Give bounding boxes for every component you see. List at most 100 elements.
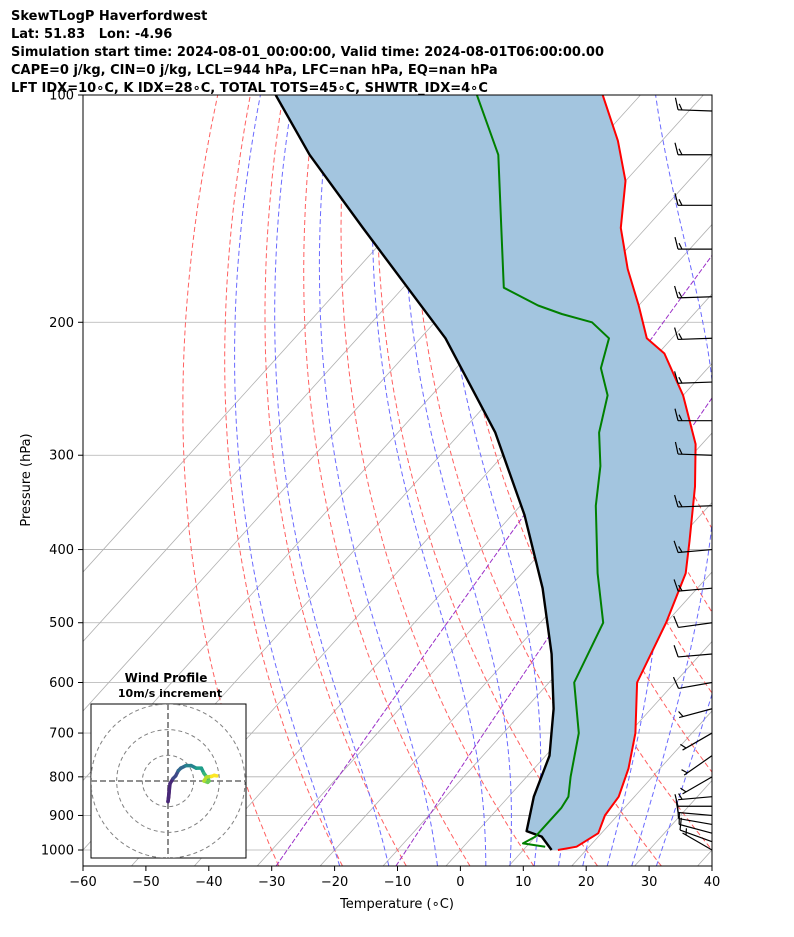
x-tick-label-30: 30 bbox=[641, 875, 658, 890]
barb-staff bbox=[678, 817, 713, 826]
dewpoint-line bbox=[475, 95, 610, 848]
x-tick-label--40: −40 bbox=[195, 875, 222, 890]
barb-staff bbox=[683, 755, 713, 776]
parcel-path-line bbox=[274, 95, 555, 851]
barb-full bbox=[674, 327, 679, 340]
barb-staff bbox=[677, 337, 713, 341]
barb-half bbox=[678, 242, 683, 250]
wind-barb-850 bbox=[678, 793, 713, 801]
x-tick-label--60: −60 bbox=[69, 875, 96, 890]
barb-staff bbox=[678, 548, 713, 554]
barb-half bbox=[681, 769, 688, 774]
barb-half bbox=[680, 787, 687, 793]
barb-staff bbox=[678, 811, 713, 817]
barb-full bbox=[673, 540, 679, 553]
barb-half bbox=[678, 333, 683, 340]
barb-full bbox=[673, 645, 679, 658]
dry-adiabat--20 bbox=[224, 95, 343, 866]
stability-indices: LFT IDX=10∘C, K IDX=28∘C, TOTAL TOTS=45∘… bbox=[11, 81, 488, 96]
moist-adiabat--20 bbox=[234, 95, 341, 866]
barb-half bbox=[680, 743, 687, 749]
barb-half bbox=[678, 103, 683, 111]
chart-title: SkewTLogP Haverfordwest bbox=[11, 9, 208, 24]
barb-staff bbox=[677, 453, 713, 456]
dry-adiabat-30 bbox=[411, 95, 662, 866]
barb-staff bbox=[678, 681, 713, 690]
barb-half bbox=[678, 546, 683, 553]
barb-full bbox=[674, 142, 679, 155]
barb-full bbox=[672, 676, 680, 689]
barb-full bbox=[674, 236, 679, 250]
hodograph-inset: Wind Profile 10m/s increment bbox=[90, 671, 247, 859]
simulation-time: Simulation start time: 2024-08-01_00:00:… bbox=[11, 45, 604, 60]
wind-barb-750 bbox=[681, 755, 713, 776]
dry-adiabat--10 bbox=[264, 95, 407, 866]
wind-barb-140 bbox=[674, 193, 712, 206]
barb-full bbox=[674, 193, 679, 206]
barb-staff bbox=[678, 587, 713, 592]
barb-full bbox=[673, 615, 679, 628]
x-tick-label-40: 40 bbox=[704, 875, 721, 890]
wind-barb-500 bbox=[673, 615, 713, 629]
barb-full bbox=[674, 97, 679, 110]
barb-full bbox=[673, 579, 679, 592]
barb-staff bbox=[679, 823, 713, 834]
barb-staff bbox=[682, 776, 713, 795]
wind-barb-185 bbox=[674, 285, 713, 299]
wind-barb-1000 bbox=[682, 828, 713, 851]
wind-barb-240 bbox=[674, 371, 713, 384]
station-location: Lat: 51.83 Lon: -4.96 bbox=[11, 27, 173, 42]
barb-half bbox=[678, 584, 683, 592]
y-axis-label: Pressure (hPa) bbox=[19, 433, 34, 526]
y-tick-label-800: 800 bbox=[49, 770, 74, 785]
wind-barb-210 bbox=[674, 327, 713, 341]
barb-staff bbox=[682, 732, 713, 751]
temperature-line bbox=[557, 95, 697, 851]
x-tick-label--10: −10 bbox=[384, 875, 411, 890]
barb-staff bbox=[677, 109, 713, 112]
wind-barb-700 bbox=[680, 732, 713, 751]
barb-full bbox=[674, 441, 679, 455]
y-tick-label-1000: 1000 bbox=[41, 844, 74, 859]
hodograph-segment bbox=[212, 773, 219, 778]
y-tick-label-400: 400 bbox=[49, 543, 74, 558]
barb-half bbox=[678, 148, 683, 156]
barb-half bbox=[678, 291, 683, 299]
hodograph-title: Wind Profile bbox=[125, 671, 208, 685]
barb-staff bbox=[682, 832, 713, 851]
dry-adiabat-10 bbox=[340, 95, 535, 866]
barb-half bbox=[678, 376, 683, 384]
wind-barb-600 bbox=[672, 676, 713, 690]
wind-barb-350 bbox=[674, 494, 713, 508]
barb-half bbox=[678, 500, 683, 508]
profiles bbox=[274, 95, 697, 851]
wind-barb-650 bbox=[678, 708, 713, 719]
hodograph-plot bbox=[91, 704, 246, 858]
y-tick-label-300: 300 bbox=[49, 449, 74, 464]
barb-full bbox=[674, 408, 679, 421]
wind-barb-105 bbox=[674, 97, 713, 112]
x-tick-label-20: 20 bbox=[578, 875, 595, 890]
barb-full bbox=[674, 285, 679, 299]
moist-adiabat--4 bbox=[318, 95, 438, 866]
wind-barb-975 bbox=[679, 817, 713, 843]
convective-parameters: CAPE=0 j/kg, CIN=0 j/kg, LCL=944 hPa, LF… bbox=[11, 63, 498, 78]
wind-barb-160 bbox=[674, 236, 712, 250]
dry-adiabat-0 bbox=[303, 95, 471, 866]
barb-staff bbox=[678, 796, 713, 801]
x-tick-label-0: 0 bbox=[456, 875, 464, 890]
x-tick-label--20: −20 bbox=[321, 875, 348, 890]
barb-half bbox=[678, 447, 683, 455]
barb-full bbox=[674, 494, 679, 508]
moist-adiabat-28 bbox=[631, 95, 712, 866]
barb-full bbox=[674, 371, 679, 384]
barb-half bbox=[678, 199, 683, 206]
x-tick-label-10: 10 bbox=[515, 875, 532, 890]
wind-barb-875 bbox=[674, 794, 712, 807]
barb-full bbox=[674, 794, 679, 807]
wind-barbs bbox=[672, 97, 713, 851]
barb-half bbox=[678, 711, 684, 717]
cin-shade bbox=[275, 95, 696, 850]
y-tick-label-900: 900 bbox=[49, 809, 74, 824]
